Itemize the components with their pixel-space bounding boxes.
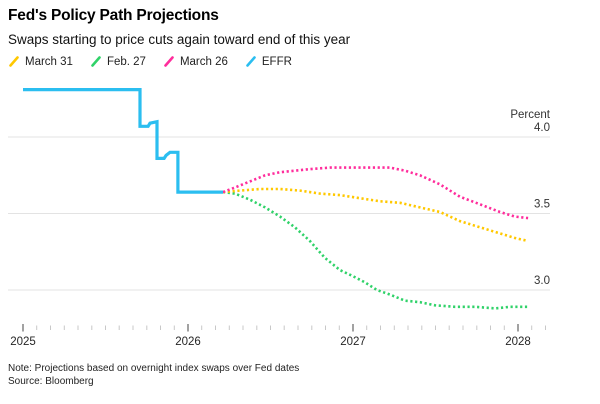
chart-source: Source: Bloomberg	[8, 376, 94, 387]
series-feb-27	[222, 190, 529, 310]
legend-label: March 26	[179, 55, 228, 68]
series-march-26	[222, 166, 529, 220]
x-axis-label: 2027	[340, 336, 366, 348]
legend-item-effr: EFFR	[245, 55, 292, 68]
x-axis-label: 2025	[10, 336, 36, 348]
legend-slash-icon	[164, 56, 174, 67]
y-axis-unit-label: Percent	[510, 109, 550, 121]
legend-item-march-26: March 26	[163, 55, 228, 68]
y-axis-label: 4.0	[534, 122, 550, 134]
legend-item-feb-27: Feb. 27	[90, 55, 146, 68]
legend-item-march-31: March 31	[8, 55, 73, 68]
legend-slash-icon	[246, 56, 256, 67]
legend-slash-icon	[91, 56, 101, 67]
y-axis-label: 3.5	[534, 199, 550, 211]
y-axis-label: 3.0	[534, 275, 550, 287]
x-axis-label: 2026	[175, 336, 201, 348]
chart-title: Fed's Policy Path Projections	[8, 7, 219, 24]
x-axis-label: 2028	[505, 336, 531, 348]
series-march-31	[222, 187, 529, 243]
chart-subtitle: Swaps starting to price cuts again towar…	[8, 32, 351, 47]
series-effr	[23, 87, 223, 194]
legend: March 31 Feb. 27 March 26 EFFR	[8, 55, 292, 68]
legend-label: EFFR	[261, 55, 292, 68]
chart-note: Note: Projections based on overnight ind…	[8, 363, 300, 374]
legend-label: Feb. 27	[106, 55, 146, 68]
legend-label: March 31	[25, 55, 73, 68]
legend-slash-icon	[9, 56, 19, 67]
